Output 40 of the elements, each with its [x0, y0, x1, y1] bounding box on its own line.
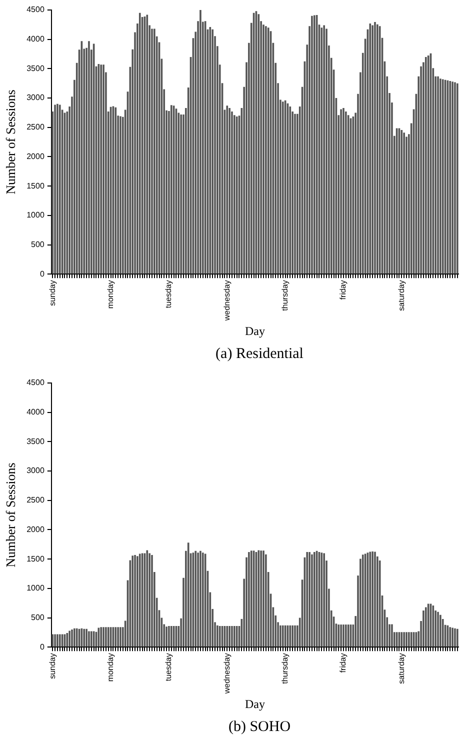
- y-tick-label: 1000: [26, 584, 45, 593]
- x-tick-label: monday: [106, 280, 115, 309]
- y-tick-label: 0: [40, 642, 45, 652]
- y-tick-label: 4500: [26, 5, 45, 14]
- y-tick-label: 2500: [26, 122, 45, 132]
- y-tick-label: 3500: [26, 64, 45, 73]
- x-tick-label: thursday: [280, 280, 290, 311]
- x-tick-label: friday: [338, 653, 348, 673]
- x-axis-title: Day: [245, 696, 266, 711]
- x-tick-label: saturday: [396, 653, 406, 684]
- y-tick-label: 0: [40, 269, 45, 278]
- y-tick-label: 3000: [26, 93, 45, 102]
- y-tick-label: 3000: [26, 466, 45, 476]
- x-axis-title: Day: [245, 324, 266, 338]
- y-tick-label: 1500: [26, 181, 45, 190]
- y-tick-label: 4500: [26, 378, 45, 388]
- y-tick-label: 3500: [26, 436, 45, 446]
- y-axis-title: Number of Sessions: [3, 462, 18, 568]
- text: (a) Residential: [214, 345, 304, 364]
- x-tick-label: thursday: [280, 653, 290, 684]
- x-tick-label: monday: [106, 653, 115, 682]
- x-tick-label: sunday: [48, 653, 57, 679]
- y-tick-label: 2500: [26, 496, 45, 505]
- y-tick-label: 500: [31, 240, 45, 249]
- y-tick-label: 4000: [26, 408, 45, 417]
- text: (b) SOHO: [227, 718, 292, 737]
- y-tick-label: 4000: [26, 34, 45, 44]
- y-tick-label: 500: [31, 612, 45, 622]
- y-tick-label: 1000: [26, 210, 45, 220]
- y-axis-title: Number of Sessions: [3, 90, 18, 194]
- x-tick-label: wednesday: [222, 653, 232, 695]
- x-tick-label: saturday: [396, 280, 406, 311]
- y-tick-label: 1500: [26, 554, 45, 564]
- x-tick-label: friday: [338, 280, 348, 300]
- x-tick-label: sunday: [48, 280, 57, 306]
- x-tick-label: wednesday: [222, 280, 232, 322]
- x-tick-label: tuesday: [164, 653, 174, 682]
- y-tick-label: 2000: [26, 152, 45, 161]
- x-tick-label: tuesday: [164, 280, 174, 308]
- y-tick-label: 2000: [26, 524, 45, 534]
